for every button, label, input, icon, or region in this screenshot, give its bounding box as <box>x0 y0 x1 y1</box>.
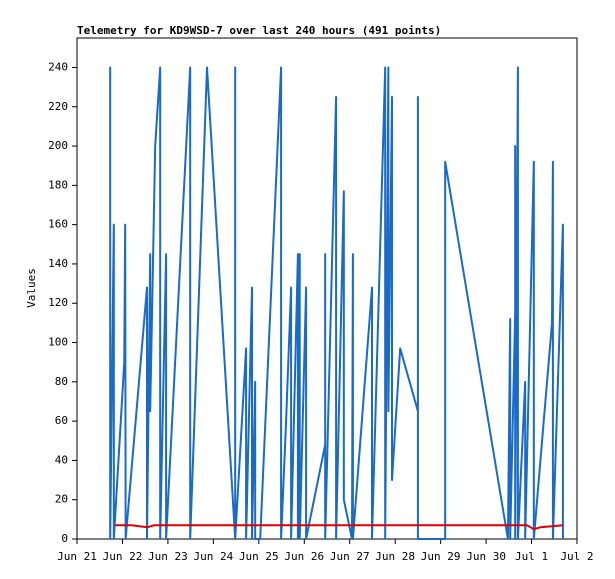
x-tick-label: Jun 25 <box>239 550 279 563</box>
x-tick-label: Jun 26 <box>284 550 324 563</box>
y-tick-label: 80 <box>55 375 68 388</box>
y-tick-label: 0 <box>61 532 68 545</box>
x-tick-label: Jul 1 <box>515 550 548 563</box>
y-tick-label: 180 <box>48 178 68 191</box>
y-tick-label: 220 <box>48 100 68 113</box>
y-tick-label: 40 <box>55 453 68 466</box>
y-tick-label: 160 <box>48 218 68 231</box>
plot-frame <box>76 37 578 540</box>
x-tick-label: Jun 28 <box>375 550 415 563</box>
y-axis-label: Values <box>25 268 38 308</box>
y-tick-label: 20 <box>55 493 68 506</box>
x-tick-label: Jun 22 <box>103 550 143 563</box>
x-tick-label: Jun 29 <box>421 550 461 563</box>
series-line <box>115 524 563 531</box>
x-tick-label: Jun 27 <box>330 550 370 563</box>
x-tick-label: Jun 23 <box>148 550 188 563</box>
series-line <box>109 66 564 540</box>
x-tick-label: Jun 30 <box>466 550 506 563</box>
x-tick-label: Jul 2 <box>560 550 593 563</box>
y-tick-label: 60 <box>55 414 68 427</box>
y-tick-label: 200 <box>48 139 68 152</box>
x-tick-label: Jun 21 <box>57 550 97 563</box>
x-tick-label: Jun 24 <box>193 550 233 563</box>
y-tick-label: 240 <box>48 60 68 73</box>
y-tick-label: 100 <box>48 336 68 349</box>
y-tick-label: 140 <box>48 257 68 270</box>
y-tick-label: 120 <box>48 296 68 309</box>
chart-title: Telemetry for KD9WSD-7 over last 240 hou… <box>77 24 441 37</box>
